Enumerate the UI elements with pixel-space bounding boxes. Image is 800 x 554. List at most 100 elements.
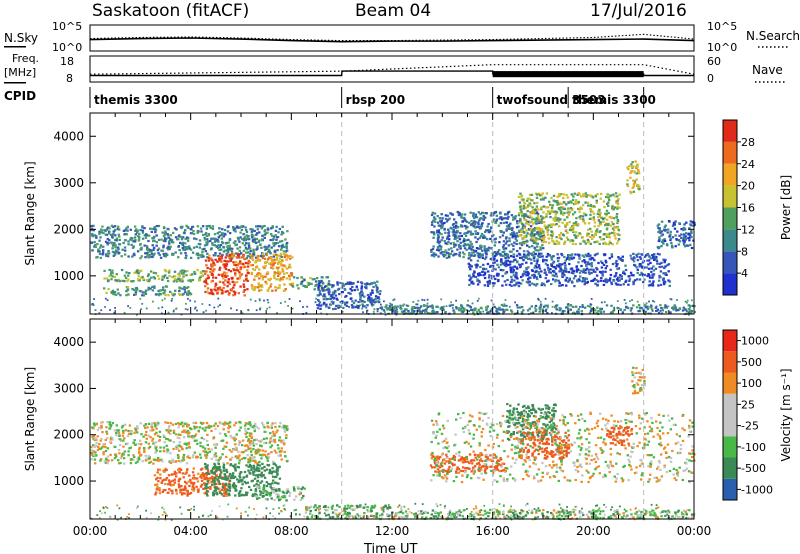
power-data-cell bbox=[254, 275, 257, 278]
power-data-cell bbox=[538, 274, 542, 277]
power-data-cell bbox=[598, 222, 601, 226]
power-data-cell bbox=[633, 180, 636, 183]
power-data-cell bbox=[557, 257, 560, 260]
vel-data-cell bbox=[286, 459, 289, 463]
power-data-cell bbox=[615, 200, 618, 203]
vel-data-cell bbox=[250, 436, 253, 439]
power-data-cell bbox=[501, 269, 505, 272]
power-data-cell bbox=[240, 228, 244, 231]
vel-data-cell bbox=[176, 447, 179, 450]
power-data-cell bbox=[226, 226, 230, 229]
power-data-speckle bbox=[217, 305, 220, 308]
power-data-cell bbox=[635, 306, 639, 309]
power-data-cell bbox=[95, 256, 98, 259]
power-data-cell bbox=[99, 228, 103, 231]
power-data-cell bbox=[480, 225, 484, 228]
power-data-cell bbox=[195, 245, 198, 248]
power-data-cell bbox=[216, 260, 219, 263]
power-data-cell bbox=[205, 241, 208, 244]
power-data-cell bbox=[539, 275, 542, 278]
power-data-cell bbox=[278, 286, 281, 289]
power-data-cell bbox=[513, 279, 516, 282]
power-data-cell bbox=[543, 224, 546, 227]
power-data-cell bbox=[177, 273, 180, 276]
power-data-cell bbox=[264, 229, 267, 232]
vel-data-cell bbox=[154, 425, 157, 428]
power-data-cell bbox=[189, 293, 193, 296]
power-data-cell bbox=[659, 276, 662, 279]
power-data-cell bbox=[566, 307, 570, 310]
power-data-cell bbox=[157, 247, 161, 250]
power-data-speckle bbox=[392, 299, 395, 302]
power-data-cell bbox=[179, 241, 182, 244]
power-data-cell bbox=[503, 261, 507, 264]
power-data-speckle bbox=[682, 306, 685, 309]
power-data-cell bbox=[566, 256, 570, 259]
power-data-cell bbox=[245, 274, 248, 277]
power-data-cell bbox=[505, 283, 508, 286]
vel-data-cell bbox=[92, 452, 95, 455]
power-data-speckle bbox=[378, 298, 381, 301]
power-data-cell bbox=[204, 272, 207, 276]
power-data-cell bbox=[247, 251, 250, 254]
power-data-cell bbox=[243, 288, 246, 292]
power-data-cell bbox=[512, 231, 515, 234]
power-data-cell bbox=[96, 243, 99, 246]
power-data-cell bbox=[594, 231, 597, 235]
power-data-cell bbox=[115, 239, 118, 242]
power-data-cell bbox=[228, 282, 231, 286]
power-data-cell bbox=[320, 279, 323, 282]
power-data-cell bbox=[226, 275, 229, 278]
power-data-cell bbox=[637, 310, 640, 313]
power-data-cell bbox=[570, 193, 573, 196]
power-data-cell bbox=[256, 232, 259, 235]
power-data-cell bbox=[316, 283, 319, 286]
power-data-cell bbox=[106, 243, 109, 246]
power-data-cell bbox=[302, 284, 305, 287]
power-data-cell bbox=[581, 305, 584, 309]
power-data-cell bbox=[443, 251, 446, 254]
power-data-cell bbox=[459, 232, 462, 235]
vel-data-cell bbox=[221, 453, 224, 456]
vel-data-cell bbox=[208, 426, 211, 429]
power-data-cell bbox=[276, 267, 279, 270]
vel-data-cell bbox=[193, 451, 196, 454]
power-data-cell bbox=[504, 260, 508, 263]
power-data-cell bbox=[549, 203, 552, 206]
power-data-speckle bbox=[332, 301, 335, 303]
power-data-cell bbox=[240, 225, 243, 228]
power-data-cell bbox=[455, 234, 458, 237]
power-data-cell bbox=[515, 283, 518, 286]
power-data-cell bbox=[494, 277, 497, 281]
power-data-cell bbox=[562, 206, 565, 209]
power-data-cell bbox=[290, 272, 293, 275]
power-data-cell bbox=[239, 260, 242, 263]
power-data-cell bbox=[546, 312, 549, 315]
power-data-cell bbox=[359, 294, 362, 297]
power-data-cell bbox=[105, 277, 109, 280]
power-data-cell bbox=[593, 225, 596, 228]
power-data-cell bbox=[159, 293, 162, 296]
power-data-cell bbox=[242, 290, 245, 293]
power-data-cell bbox=[660, 230, 664, 233]
power-data-speckle bbox=[537, 297, 539, 300]
vel-data-cell bbox=[267, 456, 271, 459]
vel-data-cell bbox=[258, 460, 261, 463]
power-data-cell bbox=[217, 247, 220, 250]
vel-data-cell bbox=[101, 431, 104, 434]
power-data-cell bbox=[520, 230, 523, 233]
power-data-cell bbox=[229, 270, 233, 273]
power-data-cell bbox=[587, 268, 590, 271]
power-data-cell bbox=[524, 256, 527, 259]
power-data-cell bbox=[244, 246, 248, 250]
power-data-cell bbox=[218, 252, 222, 255]
power-data-cell bbox=[111, 244, 115, 247]
power-data-cell bbox=[199, 243, 202, 246]
power-data-cell bbox=[659, 270, 663, 273]
power-data-cell bbox=[186, 292, 190, 295]
vel-data-cell bbox=[194, 421, 198, 425]
power-data-cell bbox=[578, 255, 581, 258]
power-data-cell bbox=[541, 216, 544, 219]
power-data-cell bbox=[162, 226, 166, 229]
power-data-cell bbox=[429, 305, 432, 308]
